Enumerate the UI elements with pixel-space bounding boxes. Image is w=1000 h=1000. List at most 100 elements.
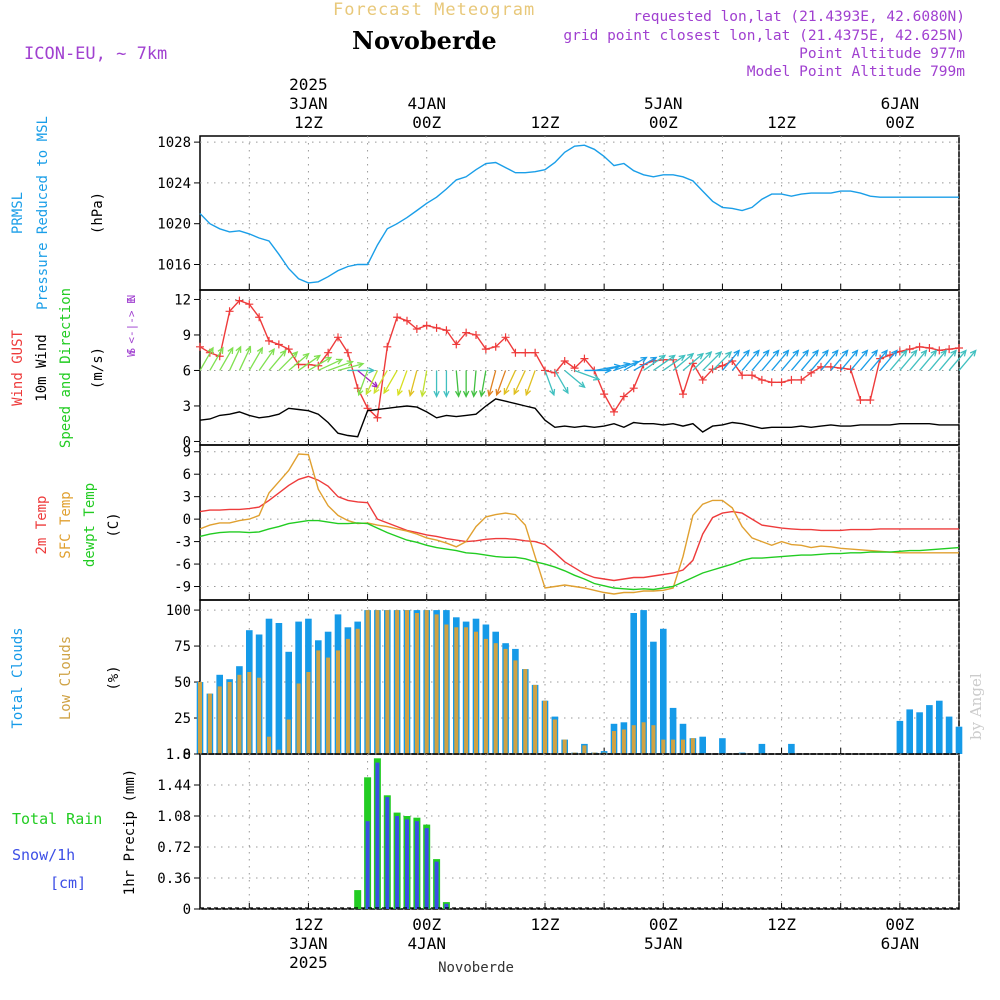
wind-arrow [238, 346, 252, 371]
gust-marker [472, 330, 480, 339]
low-cloud-bar [444, 624, 449, 754]
wind-arrow-head [881, 349, 888, 357]
wind-arrow [653, 355, 676, 371]
wind-arrow-head [950, 349, 957, 357]
gust-marker [846, 365, 855, 374]
wind-arrow-head [433, 390, 440, 398]
series-line-dewpt-temp [199, 519, 960, 591]
total-cloud-bar [650, 641, 657, 754]
total-cloud-bar [679, 723, 687, 754]
wind-arrow-head [687, 352, 695, 360]
total-cloud-bar [896, 720, 904, 754]
gust-marker [629, 384, 638, 393]
low-cloud-bar [651, 725, 656, 754]
series-line-sfc-temp [199, 453, 959, 595]
wind-arrow-head [549, 388, 556, 397]
low-cloud-bar [454, 627, 459, 754]
wind-arrow [409, 370, 418, 396]
wind-arrow-head [940, 349, 948, 357]
low-cloud-bar [326, 657, 331, 754]
low-cloud-bar [385, 610, 390, 754]
wind-arrow [889, 350, 908, 371]
wind-arrow-head [753, 349, 760, 357]
wind-arrow-head [841, 349, 849, 357]
gust-marker [343, 348, 352, 357]
low-cloud-bar [533, 684, 538, 754]
wind-arrow [455, 370, 460, 397]
wind-arrow-head [715, 351, 723, 358]
gust-marker [284, 345, 293, 354]
wind-arrow [603, 363, 630, 372]
wind-arrow [365, 370, 379, 395]
wind-arrow-head [640, 356, 648, 363]
low-cloud-bar [257, 677, 262, 754]
gust-marker [738, 371, 747, 380]
wind-arrow [219, 347, 234, 371]
gust-marker [600, 390, 609, 399]
gust-marker [757, 375, 766, 384]
wind-arrow [859, 350, 878, 371]
wind-arrow-head [495, 388, 502, 397]
wind-arrow-head [313, 354, 322, 362]
gust-marker [442, 326, 451, 335]
compass-west-east: W <-|-> E [125, 297, 138, 357]
gust-marker [383, 342, 392, 351]
gust-marker [580, 354, 589, 363]
low-cloud-bar [316, 650, 321, 754]
wind-arrow [513, 370, 526, 395]
wind-arrow [298, 355, 321, 371]
low-cloud-bar [345, 638, 350, 754]
wind-arrow [938, 350, 957, 371]
wind-arrow [682, 353, 704, 371]
wind-arrow [712, 351, 732, 371]
wind-arrow-head [802, 349, 810, 357]
wind-arrow [899, 350, 918, 371]
low-cloud-bar [198, 682, 202, 754]
wind-arrow [702, 351, 722, 371]
side-label: 2m Temp [34, 495, 50, 554]
wind-arrow-head [812, 349, 819, 357]
wind-arrow [268, 350, 287, 371]
y-tick-label: 0 [183, 747, 191, 763]
gust-marker [412, 325, 421, 334]
wind-arrow-head [365, 388, 372, 396]
wind-arrow-head [725, 351, 733, 358]
gust-marker [925, 343, 934, 352]
wind-arrow [820, 350, 839, 371]
wind-arrow-head [524, 388, 532, 397]
snow-bar [434, 861, 439, 909]
y-tick-label: 1.8 [166, 747, 191, 763]
low-cloud-bar [671, 739, 676, 754]
low-cloud-bar [375, 610, 380, 754]
compass-north: N [125, 295, 138, 302]
wind-arrow [383, 370, 398, 394]
y-tick-label: -6 [174, 557, 191, 573]
wind-arrow-head [733, 349, 741, 357]
wind-arrow [958, 350, 977, 371]
panel-pressure: 1016 1020 1024 1028 PRMSL Pressure Reduced to… [10, 116, 960, 310]
y-tick-label: 3 [183, 490, 191, 506]
gridpoint-coordinates: grid point closest lon,lat (21.4375E, 42… [563, 28, 965, 44]
bottom-time-label: 5JAN [644, 934, 683, 953]
low-cloud-bar [424, 610, 429, 754]
gust-marker [481, 345, 490, 354]
wind-arrow [373, 370, 388, 394]
wind-arrow [288, 353, 310, 371]
wind-arrow-head [302, 352, 310, 360]
total-cloud-bar [630, 613, 637, 754]
footer-station-label: Novoberde [438, 960, 514, 976]
wind-arrow-head [743, 349, 750, 357]
gust-marker [235, 296, 244, 305]
wind-arrow [613, 360, 639, 372]
wind-arrow-head [658, 354, 667, 362]
y-tick-label: 6 [183, 363, 191, 379]
gust-marker [422, 321, 431, 330]
y-tick-label: 12 [174, 292, 191, 308]
low-cloud-bar [296, 683, 301, 754]
wind-arrow [623, 356, 647, 372]
wind-arrow [781, 350, 799, 371]
bottom-time-label: 12Z [531, 915, 560, 934]
y-tick-label: 3 [183, 399, 191, 415]
wind-arrow [209, 347, 224, 371]
